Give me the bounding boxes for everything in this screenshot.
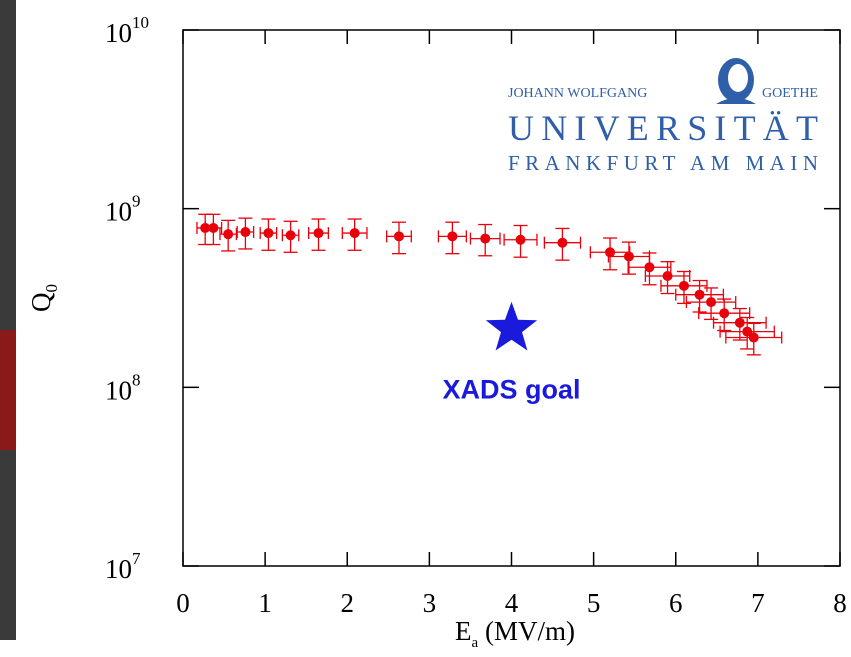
point <box>623 251 634 262</box>
y-label-sub: 0 <box>42 284 61 293</box>
x-label-rest: (MV/m) <box>478 616 575 646</box>
y-tick-base: 10 <box>105 375 132 405</box>
y-tick-base: 10 <box>105 197 132 227</box>
error-bar <box>503 224 538 258</box>
point <box>557 237 568 248</box>
point <box>719 308 730 319</box>
point <box>447 231 458 242</box>
error-bar <box>219 219 238 252</box>
error-bar <box>236 217 255 250</box>
point <box>393 231 404 242</box>
point <box>748 332 759 343</box>
y-tick-base: 10 <box>105 18 132 48</box>
y-tick-label: 108 <box>105 370 141 405</box>
point <box>678 280 689 291</box>
x-label-sub: a <box>472 635 479 651</box>
x-tick-label: 8 <box>833 588 847 618</box>
x-tick-label: 2 <box>341 588 355 618</box>
y-tick-label: 1010 <box>105 13 149 48</box>
point <box>734 317 745 328</box>
y-tick-exponent: 7 <box>132 549 141 568</box>
x-axis-label: Ea (MV/m) <box>455 616 575 651</box>
x-tick-label: 5 <box>587 588 601 618</box>
x-tick-label: 0 <box>176 588 190 618</box>
point <box>644 262 655 273</box>
point <box>742 326 753 337</box>
point <box>285 230 296 241</box>
x-label-text: E <box>455 616 472 646</box>
error-bar <box>281 220 300 253</box>
y-axis-label: Q0 <box>26 284 61 312</box>
point <box>349 228 360 239</box>
logo-box <box>485 50 827 186</box>
point <box>706 297 717 308</box>
y-tick-exponent: 8 <box>132 370 141 389</box>
x-tick-label: 7 <box>751 588 765 618</box>
y-tick-exponent: 9 <box>132 192 141 211</box>
logo-line2: UNIVERSITÄT <box>508 108 818 148</box>
logo-portrait <box>716 58 756 104</box>
point <box>480 233 491 244</box>
y-tick-base: 10 <box>105 554 132 584</box>
point <box>515 234 526 245</box>
goal-label: XADS goal <box>442 375 580 405</box>
point <box>263 228 274 239</box>
point <box>694 289 705 300</box>
x-tick-label: 6 <box>669 588 683 618</box>
y-tick-label: 109 <box>105 192 141 227</box>
photo-edge <box>0 0 16 640</box>
y-label-text: Q <box>26 292 56 312</box>
point <box>223 229 234 240</box>
x-tick-label: 1 <box>258 588 272 618</box>
y-tick-exponent: 10 <box>132 13 149 32</box>
logo-line3: FRANKFURT AM MAIN <box>508 151 818 175</box>
x-tick-label: 3 <box>423 588 437 618</box>
y-tick-label: 107 <box>105 549 141 584</box>
point <box>313 228 324 239</box>
logo-line1-left: JOHANN WOLFGANG <box>508 86 647 101</box>
point <box>208 222 219 233</box>
point <box>605 247 616 258</box>
x-tick-label: 4 <box>505 588 519 618</box>
point <box>662 270 673 281</box>
goal-star <box>485 301 538 351</box>
photo-detail <box>0 330 16 450</box>
logo: JOHANN WOLFGANG GOETHE UNIVERSITÄT FRANK… <box>485 50 827 186</box>
point <box>240 227 251 238</box>
logo-line1-right: GOETHE <box>762 86 818 101</box>
